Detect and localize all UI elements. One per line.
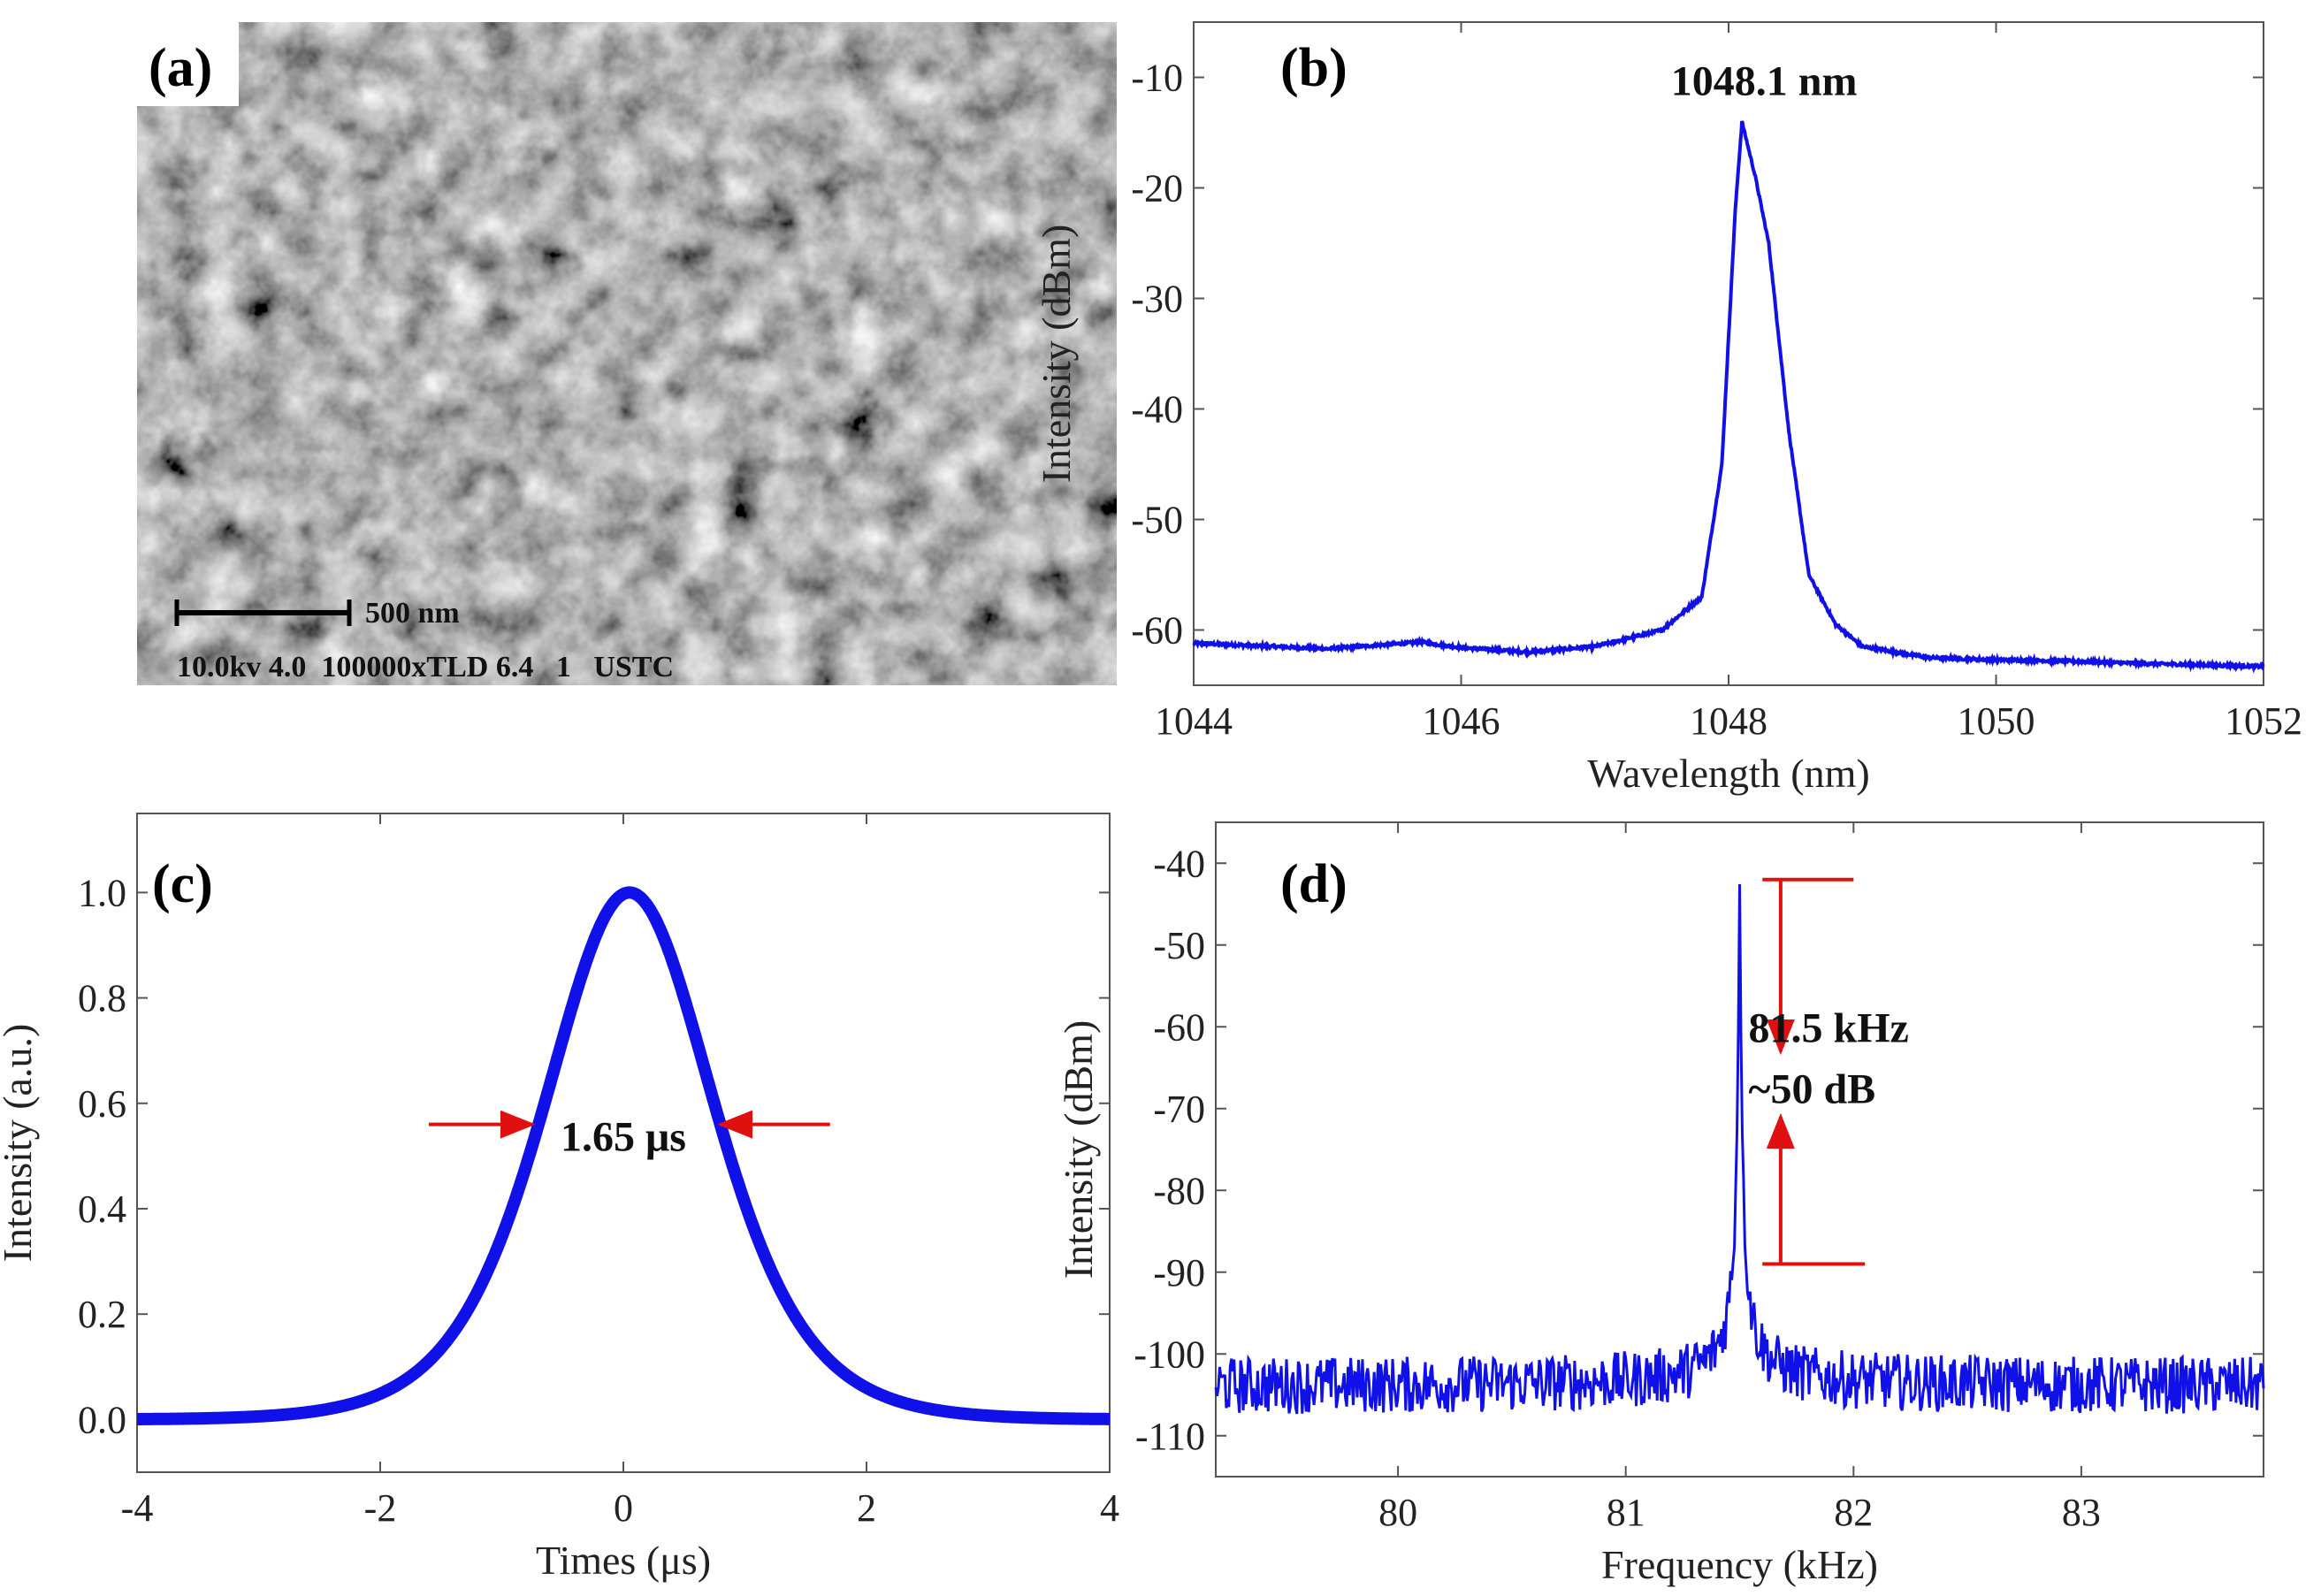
y-tick-label: -100 — [1134, 1333, 1205, 1376]
annotation-db: ~50 dB — [1749, 1066, 1876, 1113]
y-tick-label: 0.4 — [78, 1187, 126, 1231]
panel-label: (c) — [152, 854, 213, 914]
x-tick-label: 1048 — [1690, 699, 1767, 743]
pulse-line — [132, 886, 1115, 1425]
x-tick-label: 82 — [1834, 1491, 1873, 1534]
x-tick-label: 2 — [857, 1486, 876, 1530]
fwhm-label: 1.65 μs — [561, 1114, 686, 1161]
y-axis-title: Intensity (a.u.) — [0, 1024, 40, 1263]
sem-texture — [137, 22, 1117, 685]
y-axis-title: Intensity (dBm) — [1034, 225, 1079, 484]
y-axis-title: Intensity (dBm) — [1056, 1020, 1101, 1279]
plot-frame — [1215, 821, 2264, 1478]
x-tick-label: 1052 — [2225, 699, 2302, 743]
x-tick-label: 1044 — [1155, 699, 1233, 743]
y-tick-label: 0.6 — [78, 1082, 126, 1126]
x-tick-label: 81 — [1607, 1491, 1645, 1534]
x-axis-title: Frequency (kHz) — [1601, 1542, 1878, 1587]
panel-a: (a) 500 nm 10.0kv 4.0 100000xTLD 6.4 1 U… — [137, 22, 1117, 685]
x-axis-title: Times (μs) — [536, 1538, 711, 1583]
panel-label: (b) — [1280, 38, 1348, 98]
y-tick-label: -10 — [1131, 57, 1183, 100]
x-tick-label: 80 — [1378, 1491, 1417, 1534]
x-tick-label: 1050 — [1958, 699, 2035, 743]
x-tick-label: 1046 — [1423, 699, 1500, 743]
rf-spectrum-line — [1214, 883, 2265, 1415]
peak-label: 1048.1 nm — [1671, 58, 1858, 105]
spectrum-line — [1192, 120, 2265, 674]
y-tick-label: -70 — [1153, 1088, 1205, 1131]
y-tick-label: -50 — [1131, 499, 1183, 542]
y-tick-label: 0.8 — [78, 977, 126, 1020]
x-tick-label: -4 — [121, 1486, 154, 1530]
y-tick-label: -110 — [1135, 1415, 1205, 1458]
scale-bar-label: 500 nm — [365, 597, 460, 630]
panel-d: 80 81 82 83 -110 -100 -90 -80 -70 -60 -50 -40 Freque… — [1056, 821, 2265, 1587]
y-tick-label: 0.0 — [78, 1398, 126, 1441]
y-tick-label: 0.2 — [78, 1293, 126, 1336]
panel-a-label: (a) — [149, 38, 212, 98]
y-tick-label: -80 — [1153, 1169, 1205, 1212]
panel-b: 1044 1046 1048 1050 1052 -60 -50 -40 -30 -20 -10 Wa… — [1034, 21, 2302, 796]
x-tick-label: -2 — [364, 1486, 397, 1530]
y-tick-label: -40 — [1131, 388, 1183, 431]
x-tick-label: 83 — [2062, 1491, 2101, 1534]
y-tick-label: -60 — [1153, 1005, 1205, 1049]
y-tick-label: -90 — [1153, 1251, 1205, 1294]
x-tick-label: 4 — [1100, 1486, 1119, 1530]
y-tick-label: -30 — [1131, 278, 1183, 321]
scale-bar — [174, 599, 352, 626]
x-tick-label: 0 — [614, 1486, 633, 1530]
y-tick-label: 1.0 — [78, 871, 126, 914]
panel-label: (d) — [1280, 854, 1348, 914]
y-tick-label: -40 — [1153, 842, 1205, 885]
y-tick-label: -20 — [1131, 167, 1183, 210]
annotation-freq: 81.5 kHz — [1749, 1004, 1909, 1051]
panel-c: -4 -2 0 2 4 0.0 0.2 0.4 0.6 0.8 1.0 Times (μs) Inten… — [0, 813, 1119, 1583]
sem-info-text: 10.0kv 4.0 100000xTLD 6.4 1 USTC — [177, 651, 674, 683]
panel-a-label-bg — [137, 22, 239, 106]
x-axis-title: Wavelength (nm) — [1587, 751, 1869, 796]
y-tick-label: -50 — [1153, 924, 1205, 967]
y-tick-label: -60 — [1131, 609, 1183, 653]
